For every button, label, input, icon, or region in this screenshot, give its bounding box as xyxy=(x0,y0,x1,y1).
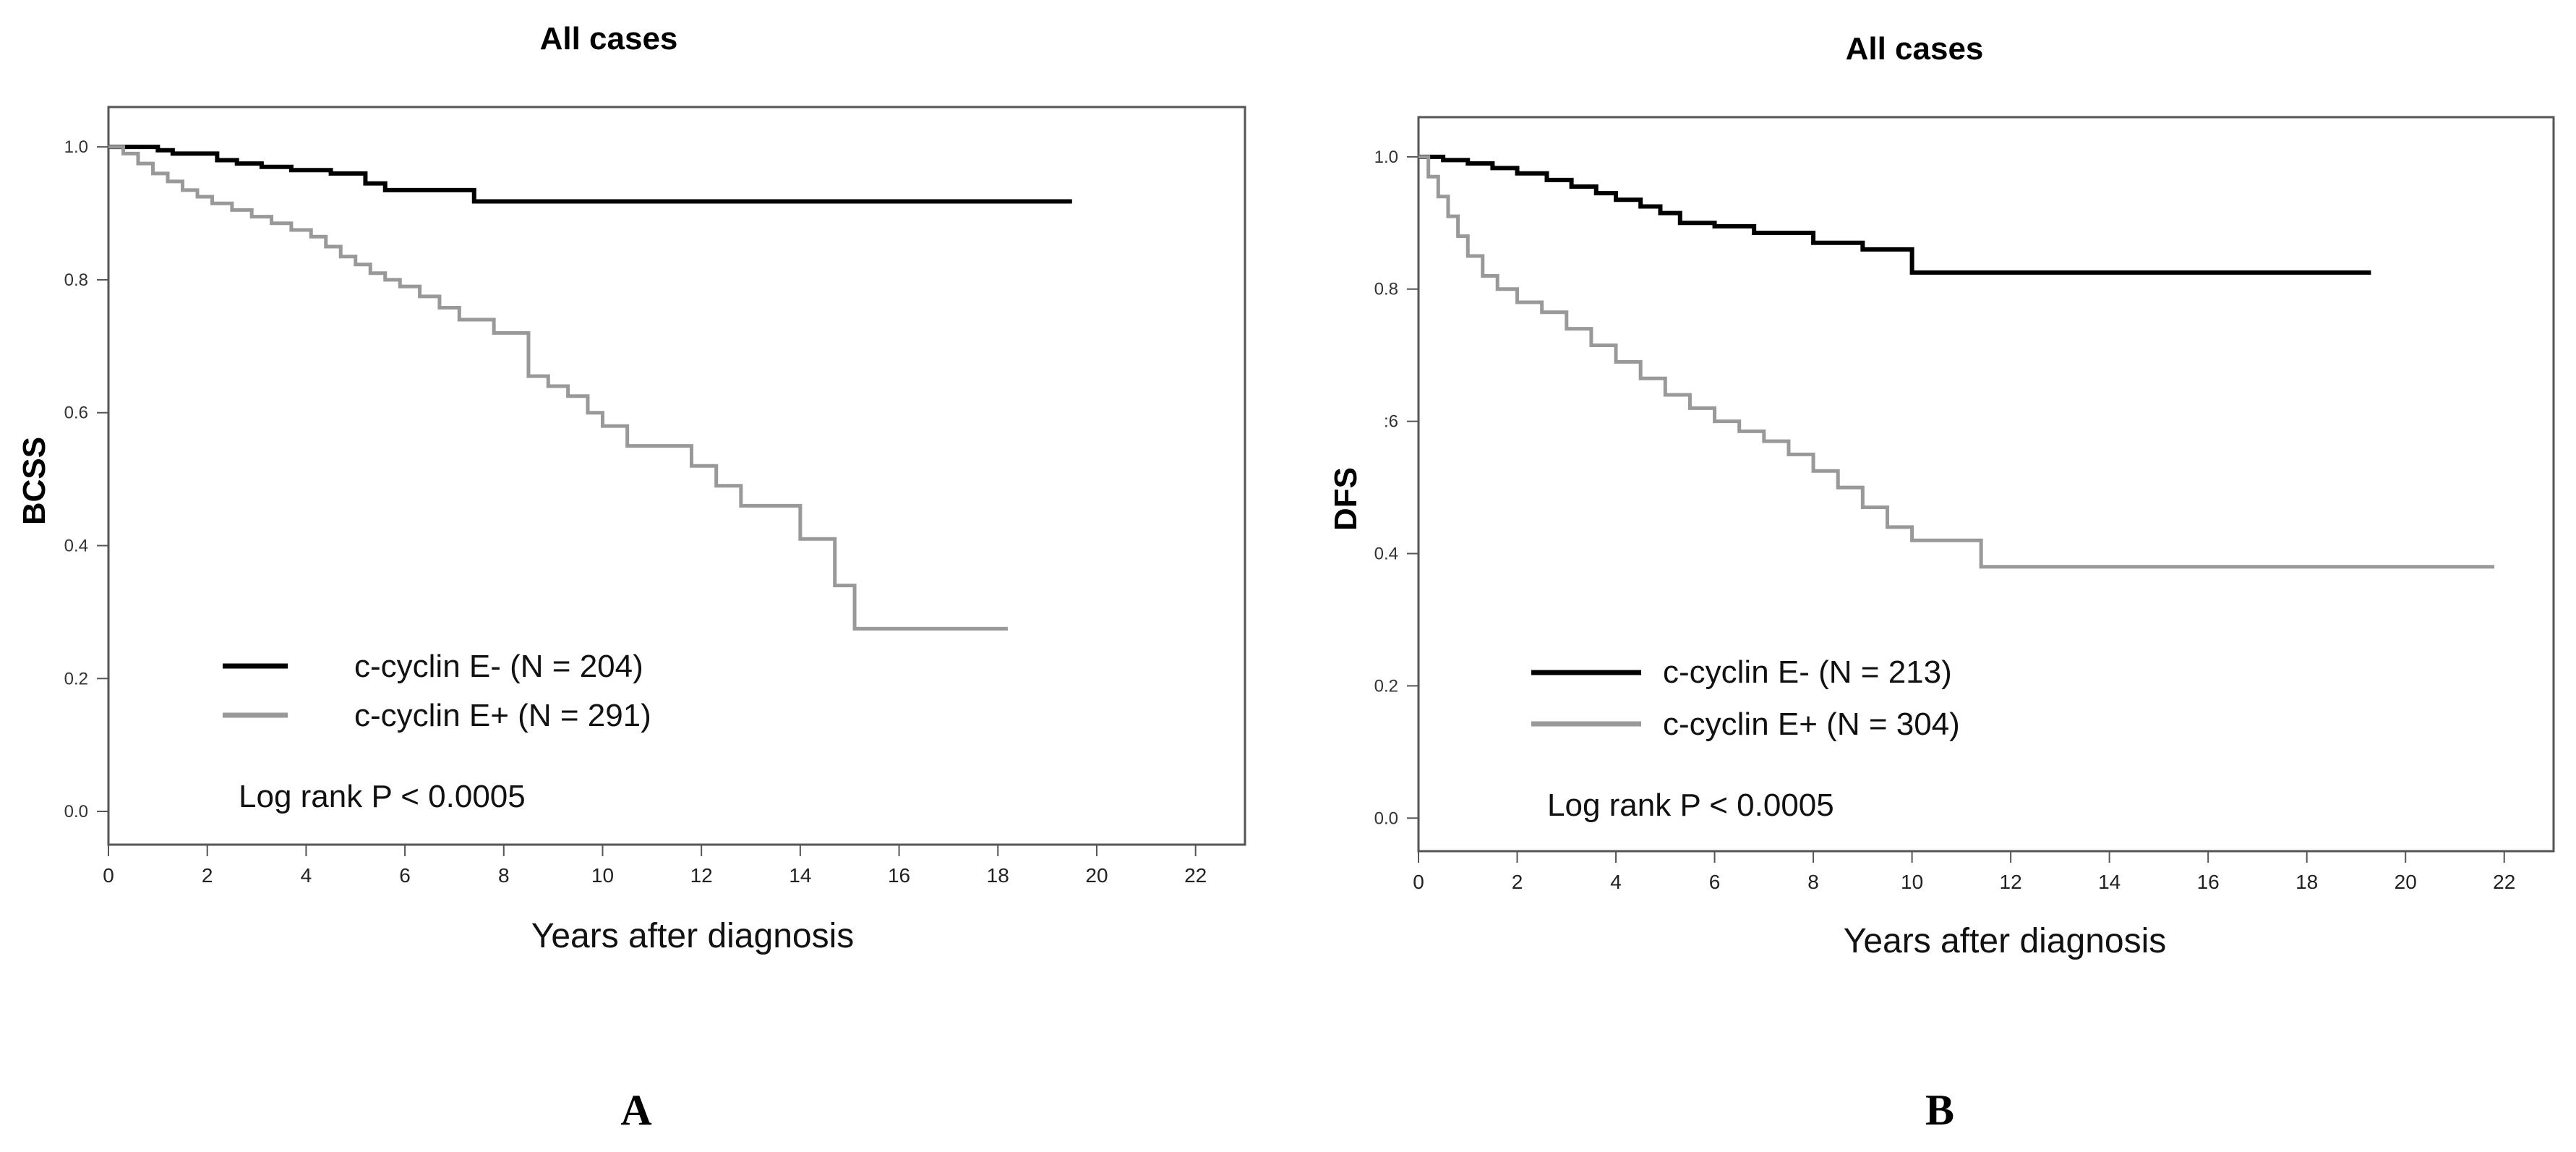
panel-b-curve-cyclin-e-positive xyxy=(1418,155,2495,569)
panel-a-legend-label-positive: c-cyclin E+ (N = 291) xyxy=(354,698,651,733)
panel-b-x-tick-label: 16 xyxy=(2197,871,2220,893)
panel-b-x-tick-label: 0 xyxy=(1413,871,1424,893)
panel-b-x-tick-label: 18 xyxy=(2295,871,2318,893)
panel-b-y-axis-label: DFS xyxy=(1328,467,1364,531)
panel-b-y-tick-label: 1.0 xyxy=(1374,148,1398,167)
panel-a-x-tick-label: 2 xyxy=(202,864,213,887)
panel-b-letter: B xyxy=(1925,1086,1954,1134)
panel-b-x-tick-label: 20 xyxy=(2395,871,2417,893)
panel-b-title: All cases xyxy=(1846,31,1984,67)
panel-a-x-tick-label: 22 xyxy=(1184,864,1207,887)
panel-b: All cases DFS Years after diagnosis 0 2 4 6… xyxy=(1328,31,2555,1134)
panel-a-y-tick-label: 0.8 xyxy=(64,270,88,290)
panel-a-curve-cyclin-e-positive xyxy=(108,145,1008,631)
panel-b-log-rank-annotation: Log rank P < 0.0005 xyxy=(1547,788,1834,823)
panel-a-y-axis-label: BCSS xyxy=(17,437,52,525)
panel-b-legend-label-negative: c-cyclin E- (N = 213) xyxy=(1663,654,1952,690)
panel-a-legend: c-cyclin E- (N = 204) c-cyclin E+ (N = 2… xyxy=(223,649,651,733)
panel-a-x-tick-label: 20 xyxy=(1085,864,1108,887)
panel-a-log-rank-annotation: Log rank P < 0.0005 xyxy=(239,779,526,814)
panel-b-legend: c-cyclin E- (N = 213) c-cyclin E+ (N = 3… xyxy=(1531,654,1960,742)
panel-b-x-axis-label: Years after diagnosis xyxy=(1844,922,2167,960)
panel-a-x-tick-label: 14 xyxy=(789,864,811,887)
panel-b-x-tick-label: 14 xyxy=(2098,871,2121,893)
panel-a-curve-cyclin-e-negative xyxy=(108,145,1072,204)
panel-a-curves xyxy=(108,145,1072,631)
panel-a-y-tick-label: 0.4 xyxy=(64,536,88,555)
panel-a-x-tick-label: 10 xyxy=(591,864,614,887)
panel-a-x-axis-label: Years after diagnosis xyxy=(531,917,855,955)
panel-a-plot-frame xyxy=(107,106,1246,846)
panel-a-legend-label-negative: c-cyclin E- (N = 204) xyxy=(354,649,643,684)
panel-b-x-tick-label: 22 xyxy=(2493,871,2515,893)
panel-a-ticks: 0 2 4 6 8 10 12 14 16 18 20 22 0.0 0.2 0.4 0.6 0.8 1.0 xyxy=(64,137,1207,887)
panel-a-x-tick-label: 0 xyxy=(103,864,114,887)
panel-a-x-tick-label: 12 xyxy=(690,864,713,887)
panel-b-legend-label-positive: c-cyclin E+ (N = 304) xyxy=(1663,707,1960,742)
panel-a-y-tick-label: 1.0 xyxy=(64,137,88,157)
panel-b-y-tick-label: 0.4 xyxy=(1374,545,1398,564)
panel-b-y-tick-label: 0.2 xyxy=(1374,676,1398,696)
panel-b-ticks: 0 2 4 6 8 10 12 14 16 18 20 22 0.0 0.2 0.4 :6 0.8 1.0 xyxy=(1374,148,2516,893)
panel-b-curves xyxy=(1418,154,2495,569)
panel-b-y-tick-label: 0.8 xyxy=(1374,280,1398,299)
panel-b-curve-cyclin-e-negative xyxy=(1418,154,2371,275)
panel-b-x-tick-label: 12 xyxy=(2000,871,2022,893)
panel-a: All cases BCSS Years after diagnosis 0 2 4… xyxy=(17,21,1246,1134)
panel-b-y-tick-label: 0.0 xyxy=(1374,808,1398,828)
panel-b-plot-frame xyxy=(1417,116,2555,853)
panel-a-x-tick-label: 4 xyxy=(301,864,312,887)
panel-a-title: All cases xyxy=(540,21,678,56)
panel-a-x-tick-label: 8 xyxy=(498,864,510,887)
panel-b-x-tick-label: 8 xyxy=(1807,871,1819,893)
panel-b-y-tick-label: :6 xyxy=(1384,412,1398,432)
panel-a-y-tick-label: 0.6 xyxy=(64,404,88,423)
panel-a-x-tick-label: 18 xyxy=(987,864,1009,887)
panel-a-letter: A xyxy=(620,1086,651,1134)
panel-b-x-tick-label: 4 xyxy=(1610,871,1622,893)
panel-b-x-tick-label: 10 xyxy=(1901,871,1923,893)
panel-a-x-tick-label: 6 xyxy=(399,864,411,887)
panel-b-x-tick-label: 6 xyxy=(1709,871,1721,893)
panel-b-x-tick-label: 2 xyxy=(1512,871,1523,893)
panel-a-y-tick-label: 0.0 xyxy=(64,802,88,822)
panel-a-x-tick-label: 16 xyxy=(888,864,910,887)
panel-a-y-tick-label: 0.2 xyxy=(64,669,88,688)
